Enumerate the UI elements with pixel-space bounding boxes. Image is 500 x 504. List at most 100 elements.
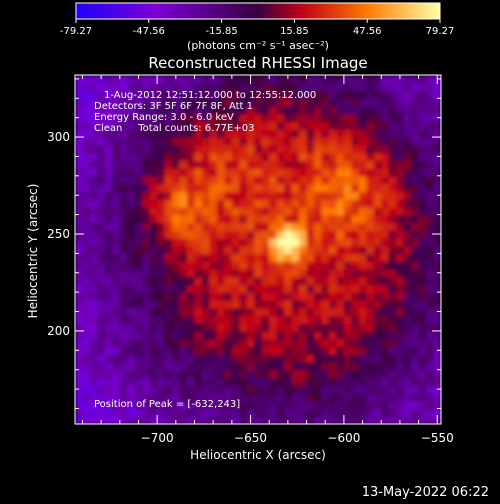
heatmap-cell xyxy=(104,75,114,84)
heatmap-cell xyxy=(321,245,330,255)
heatmap-cell xyxy=(164,98,173,107)
heatmap-cell xyxy=(246,315,256,324)
heatmap-cell xyxy=(112,261,121,270)
heatmap-cell xyxy=(351,315,360,324)
heatmap-cell xyxy=(336,237,345,247)
heatmap-cell xyxy=(127,369,136,379)
heatmap-cell xyxy=(433,299,441,309)
heatmap-cell xyxy=(388,354,397,363)
heatmap-cell xyxy=(351,377,360,387)
heatmap-cell xyxy=(246,137,256,146)
heatmap-cell xyxy=(314,292,323,301)
heatmap-cell xyxy=(276,385,285,394)
heatmap-cell xyxy=(328,191,338,200)
heatmap-cell xyxy=(216,90,226,100)
heatmap-cell xyxy=(269,330,278,340)
heatmap-cell xyxy=(112,299,121,309)
heatmap-cell xyxy=(358,400,368,410)
heatmap-cell xyxy=(373,144,383,154)
heatmap-cell xyxy=(284,284,293,293)
heatmap-cell xyxy=(239,361,248,371)
heatmap-cell xyxy=(351,276,360,286)
heatmap-cell xyxy=(112,199,121,208)
heatmap-cell xyxy=(246,199,256,208)
heatmap-cell xyxy=(104,90,114,100)
heatmap-cell xyxy=(157,369,166,379)
heatmap-cell xyxy=(127,276,136,286)
heatmap-cell xyxy=(433,253,441,262)
heatmap-cell xyxy=(314,230,323,239)
heatmap-cell xyxy=(336,199,345,208)
heatmap-cell xyxy=(82,82,91,92)
heatmap-cell xyxy=(343,307,353,317)
heatmap-cell xyxy=(179,129,188,138)
heatmap-cell xyxy=(246,377,256,387)
heatmap-cell xyxy=(172,222,181,231)
heatmap-cell xyxy=(104,276,114,286)
heatmap-cell xyxy=(82,113,91,123)
heatmap-cell xyxy=(433,82,441,92)
heatmap-cell xyxy=(396,299,405,309)
heatmap-cell xyxy=(157,160,166,169)
heatmap-cell xyxy=(172,129,181,138)
heatmap-cell xyxy=(216,338,226,348)
heatmap-cell xyxy=(209,113,218,123)
heatmap-cell xyxy=(239,385,248,394)
heatmap-cell xyxy=(418,237,427,247)
heatmap-cell xyxy=(261,330,271,340)
heatmap-cell xyxy=(179,245,188,255)
heatmap-cell xyxy=(179,377,188,387)
heatmap-cell xyxy=(284,268,293,278)
heatmap-cell xyxy=(97,323,106,332)
heatmap-cell xyxy=(104,299,114,309)
heatmap-cell xyxy=(224,416,233,424)
heatmap-cell xyxy=(75,183,84,193)
heatmap-cell xyxy=(284,175,293,185)
heatmap-cell xyxy=(381,137,390,146)
heatmap-cell xyxy=(216,354,226,363)
heatmap-cell xyxy=(97,199,106,208)
heatmap-cell xyxy=(306,175,315,185)
heatmap-cell xyxy=(366,199,375,208)
heatmap-cell xyxy=(366,245,375,255)
heatmap-cell xyxy=(358,369,368,379)
heatmap-cell xyxy=(112,75,121,84)
heatmap-cell xyxy=(164,338,173,348)
heatmap-cell xyxy=(351,307,360,317)
heatmap-cell xyxy=(127,416,136,424)
heatmap-cell xyxy=(276,284,285,293)
heatmap-cell xyxy=(403,307,412,317)
heatmap-cell xyxy=(321,315,330,324)
heatmap-cell xyxy=(381,222,390,231)
heatmap-cell xyxy=(179,416,188,424)
annotation-time-range: 1-Aug-2012 12:51:12.000 to 12:55:12.000 xyxy=(104,90,316,101)
heatmap-cell xyxy=(299,106,308,115)
heatmap-cell xyxy=(149,121,158,131)
heatmap-cell xyxy=(284,369,293,379)
heatmap-cell xyxy=(134,168,144,177)
heatmap-cell xyxy=(119,361,129,371)
heatmap-cell xyxy=(276,137,285,146)
heatmap-cell xyxy=(381,284,390,293)
heatmap-cell xyxy=(149,137,158,146)
heatmap-cell xyxy=(343,160,353,169)
heatmap-cell xyxy=(411,160,420,169)
heatmap-cell xyxy=(373,206,383,216)
heatmap-cell xyxy=(306,214,315,224)
heatmap-cell xyxy=(314,268,323,278)
heatmap-cell xyxy=(224,113,233,123)
heatmap-cell xyxy=(216,377,226,387)
heatmap-cell xyxy=(328,199,338,208)
heatmap-cell xyxy=(216,315,226,324)
heatmap-cell xyxy=(396,160,405,169)
heatmap-cell xyxy=(172,191,181,200)
heatmap-cell xyxy=(418,416,427,424)
heatmap-cell xyxy=(426,82,435,92)
heatmap-cell xyxy=(224,245,233,255)
heatmap-cell xyxy=(336,90,345,100)
heatmap-cell xyxy=(388,253,397,262)
heatmap-cell xyxy=(358,361,368,371)
heatmap-cell xyxy=(104,206,114,216)
heatmap-cell xyxy=(366,222,375,231)
heatmap-cell xyxy=(314,377,323,387)
